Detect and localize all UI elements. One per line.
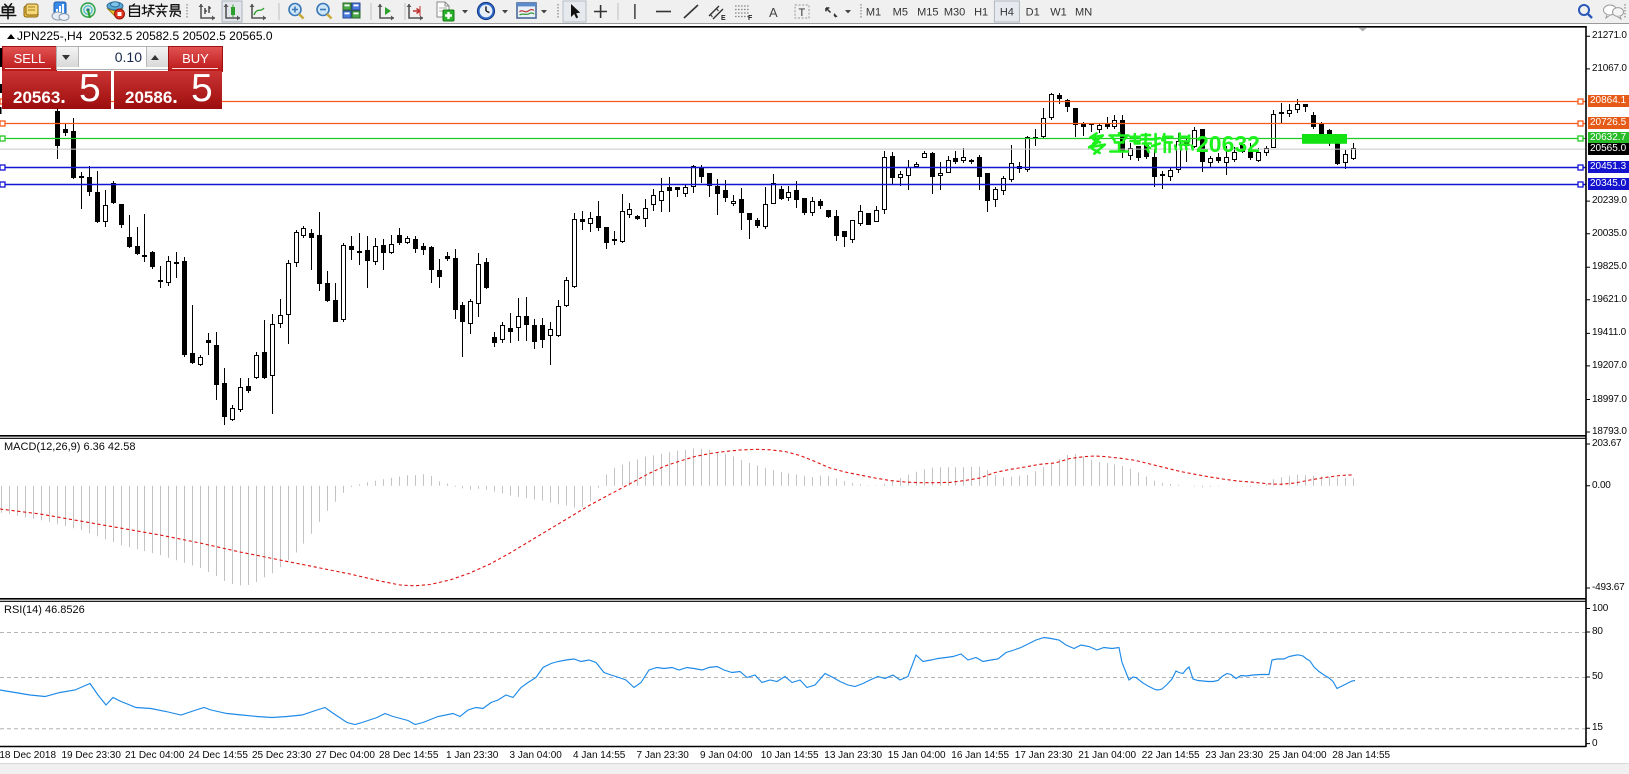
svg-text:A: A [769, 5, 778, 20]
svg-text:D1: D1 [1026, 7, 1040, 19]
svg-text:MN: MN [1075, 7, 1092, 19]
svg-text:M5: M5 [893, 7, 908, 19]
svg-text:W1: W1 [1050, 7, 1067, 19]
svg-text:T: T [799, 7, 806, 19]
svg-text:H1: H1 [974, 7, 988, 19]
svg-text:E: E [721, 15, 726, 22]
svg-text:F: F [748, 15, 753, 22]
svg-text:M15: M15 [917, 7, 938, 19]
svg-text:M30: M30 [944, 7, 965, 19]
svg-text:H4: H4 [1000, 7, 1014, 19]
svg-text:M1: M1 [866, 7, 881, 19]
